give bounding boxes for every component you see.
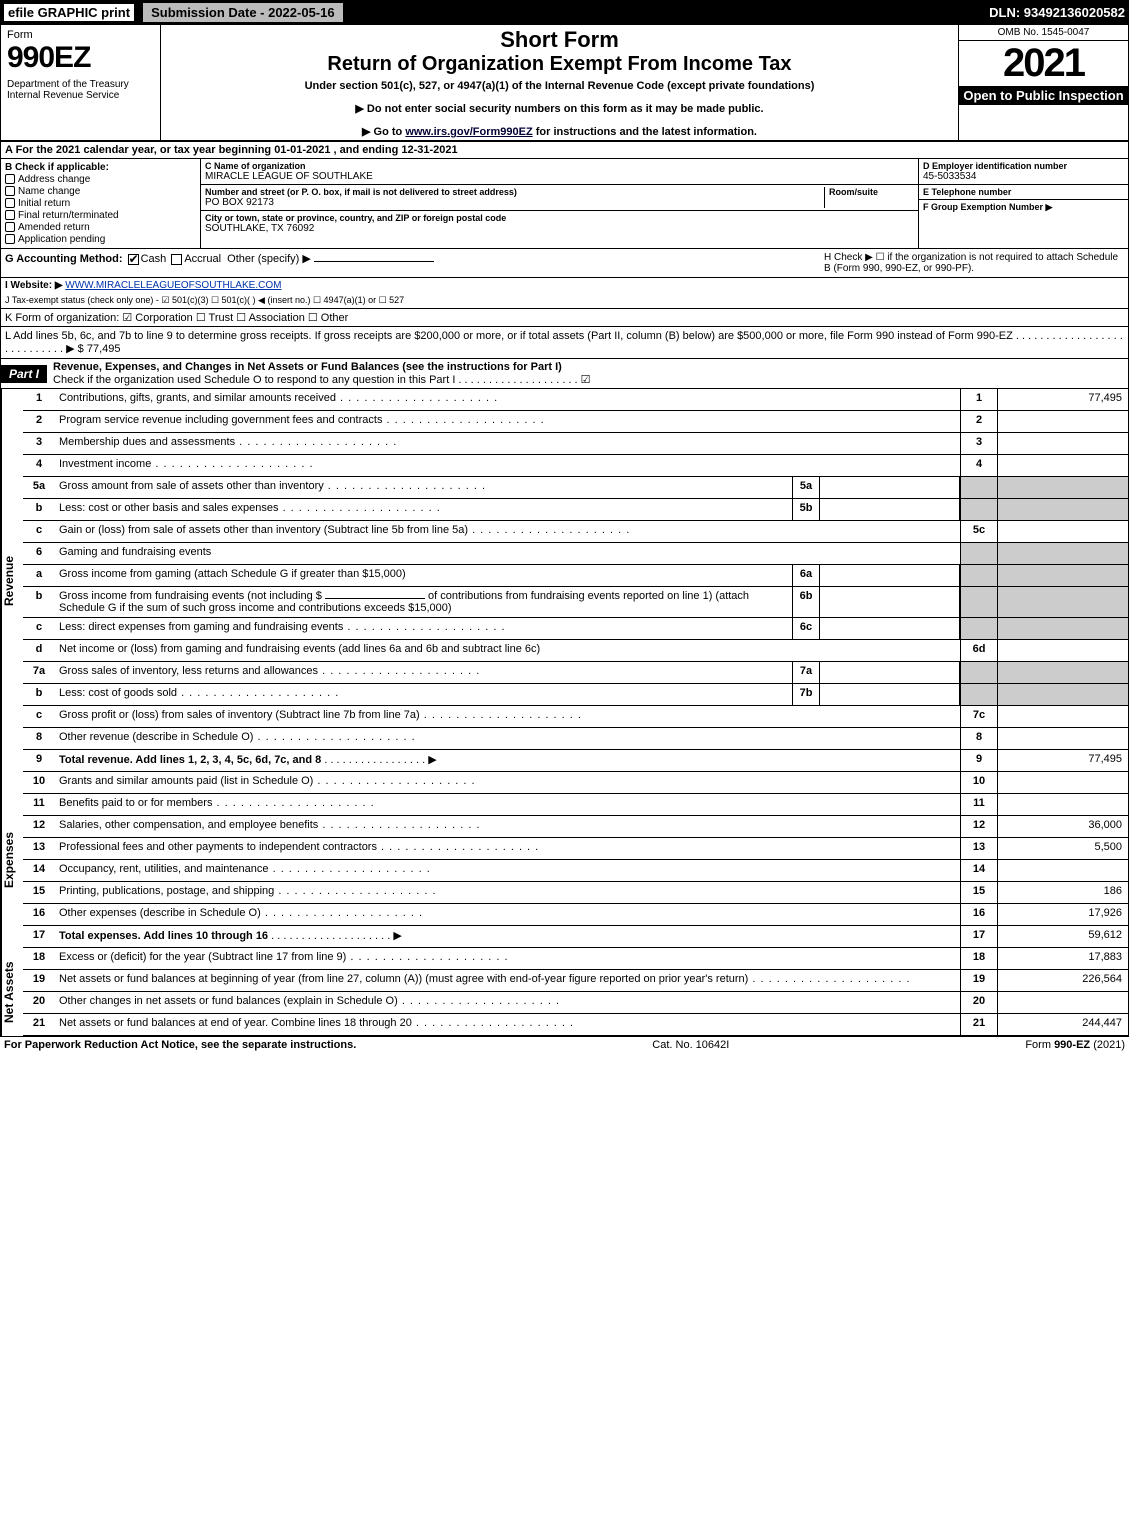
- note-link: ▶ Go to www.irs.gov/Form990EZ for instru…: [167, 125, 952, 138]
- part-1-header: Part I Revenue, Expenses, and Changes in…: [1, 359, 1128, 389]
- short-form-title: Short Form: [167, 27, 952, 53]
- chk-amended[interactable]: [5, 222, 15, 232]
- chk-initial[interactable]: [5, 198, 15, 208]
- efile-label[interactable]: efile GRAPHIC print: [4, 4, 134, 21]
- line-g: G Accounting Method: Cash Accrual Other …: [5, 252, 824, 274]
- dln-label: DLN: 93492136020582: [989, 5, 1125, 20]
- tax-year: 2021: [959, 41, 1128, 86]
- line-i: I Website: ▶ WWW.MIRACLELEAGUEOFSOUTHLAK…: [1, 278, 1128, 293]
- open-public: Open to Public Inspection: [959, 86, 1128, 105]
- chk-final[interactable]: [5, 210, 15, 220]
- line-j: J Tax-exempt status (check only one) - ☑…: [1, 293, 1128, 309]
- org-city: SOUTHLAKE, TX 76092: [205, 223, 914, 234]
- vtab-revenue: Revenue: [1, 389, 23, 772]
- form-number: 990EZ: [7, 41, 154, 75]
- chk-name[interactable]: [5, 186, 15, 196]
- line-k: K Form of organization: ☑ Corporation ☐ …: [1, 309, 1128, 327]
- form-label: Form: [7, 29, 154, 41]
- return-title: Return of Organization Exempt From Incom…: [167, 53, 952, 76]
- chk-accrual[interactable]: [171, 254, 182, 265]
- line-l: L Add lines 5b, 6c, and 7b to line 9 to …: [1, 327, 1128, 359]
- top-bar: efile GRAPHIC print Submission Date - 20…: [0, 0, 1129, 25]
- chk-address[interactable]: [5, 174, 15, 184]
- page-footer: For Paperwork Reduction Act Notice, see …: [0, 1037, 1129, 1053]
- note-ssn: ▶ Do not enter social security numbers o…: [167, 102, 952, 115]
- section-d: D Employer identification number 45-5033…: [918, 159, 1128, 248]
- section-b: B Check if applicable: Address change Na…: [1, 159, 201, 248]
- website-link[interactable]: WWW.MIRACLELEAGUEOFSOUTHLAKE.COM: [65, 280, 281, 291]
- omb-number: OMB No. 1545-0047: [959, 25, 1128, 41]
- under-section: Under section 501(c), 527, or 4947(a)(1)…: [167, 80, 952, 92]
- line-h: H Check ▶ ☐ if the organization is not r…: [824, 252, 1124, 274]
- section-c: C Name of organization MIRACLE LEAGUE OF…: [201, 159, 918, 248]
- vtab-expenses: Expenses: [1, 772, 23, 948]
- line-a: A For the 2021 calendar year, or tax yea…: [1, 142, 1128, 159]
- vtab-netassets: Net Assets: [1, 948, 23, 1036]
- ein: 45-5033534: [923, 171, 1124, 182]
- submission-date: Submission Date - 2022-05-16: [142, 2, 344, 23]
- irs-link[interactable]: www.irs.gov/Form990EZ: [405, 126, 532, 138]
- org-name: MIRACLE LEAGUE OF SOUTHLAKE: [205, 171, 914, 182]
- chk-cash[interactable]: [128, 254, 139, 265]
- form-header: Form 990EZ Department of the Treasury In…: [1, 25, 1128, 142]
- dept-label: Department of the Treasury Internal Reve…: [7, 79, 154, 101]
- chk-pending[interactable]: [5, 234, 15, 244]
- org-street: PO BOX 92173: [205, 197, 824, 208]
